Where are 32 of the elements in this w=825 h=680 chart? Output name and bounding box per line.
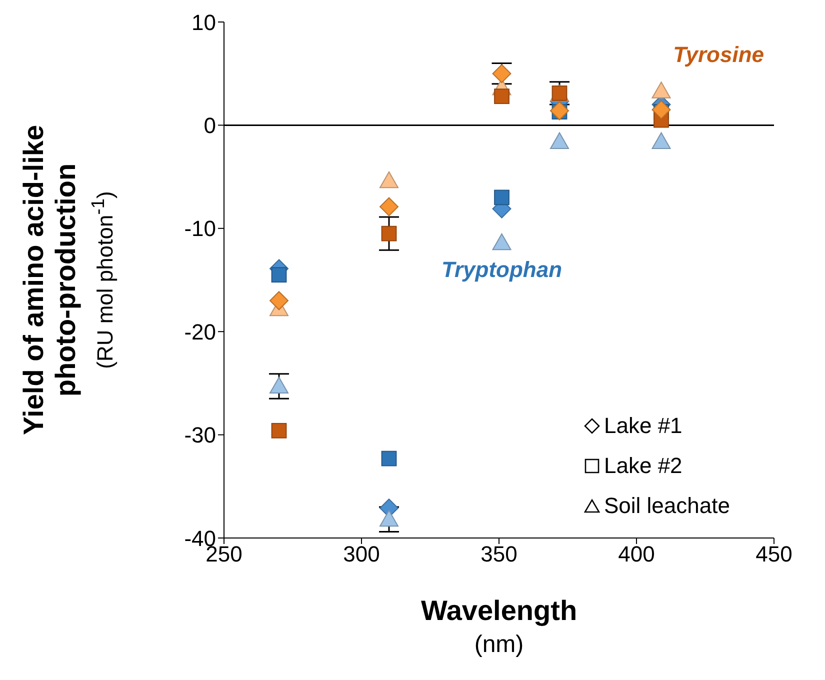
annotation: Soil leachate <box>604 493 730 519</box>
point <box>271 422 287 438</box>
point <box>494 190 510 206</box>
point <box>271 267 287 283</box>
annotation: Tryptophan <box>440 257 564 283</box>
point <box>380 510 398 527</box>
x-tick-label: 450 <box>756 542 792 567</box>
annotation: Lake #2 <box>604 453 682 479</box>
point <box>270 376 288 394</box>
x-tick-label: 400 <box>618 542 655 567</box>
point <box>550 101 569 120</box>
annotation: Lake #1 <box>604 413 682 439</box>
point <box>380 171 398 188</box>
y-tick-label: 10 <box>192 10 216 35</box>
x-tick-label: 300 <box>343 542 380 567</box>
point <box>381 450 397 466</box>
annotation: Tyrosine <box>672 42 764 68</box>
x-tick-label: 350 <box>480 542 518 567</box>
y-tick-label: -10 <box>184 216 216 242</box>
point <box>494 88 510 104</box>
point <box>381 226 397 242</box>
y-tick-label: 0 <box>204 113 216 138</box>
x-axis-title: Wavelength (nm) <box>420 594 578 660</box>
point <box>652 100 671 120</box>
point <box>270 291 288 310</box>
point <box>492 233 512 250</box>
point <box>380 197 398 216</box>
y-tick-label: -20 <box>184 319 216 344</box>
point <box>550 132 569 149</box>
y-tick-label: -30 <box>184 422 216 448</box>
point <box>652 82 671 98</box>
point <box>652 132 671 149</box>
